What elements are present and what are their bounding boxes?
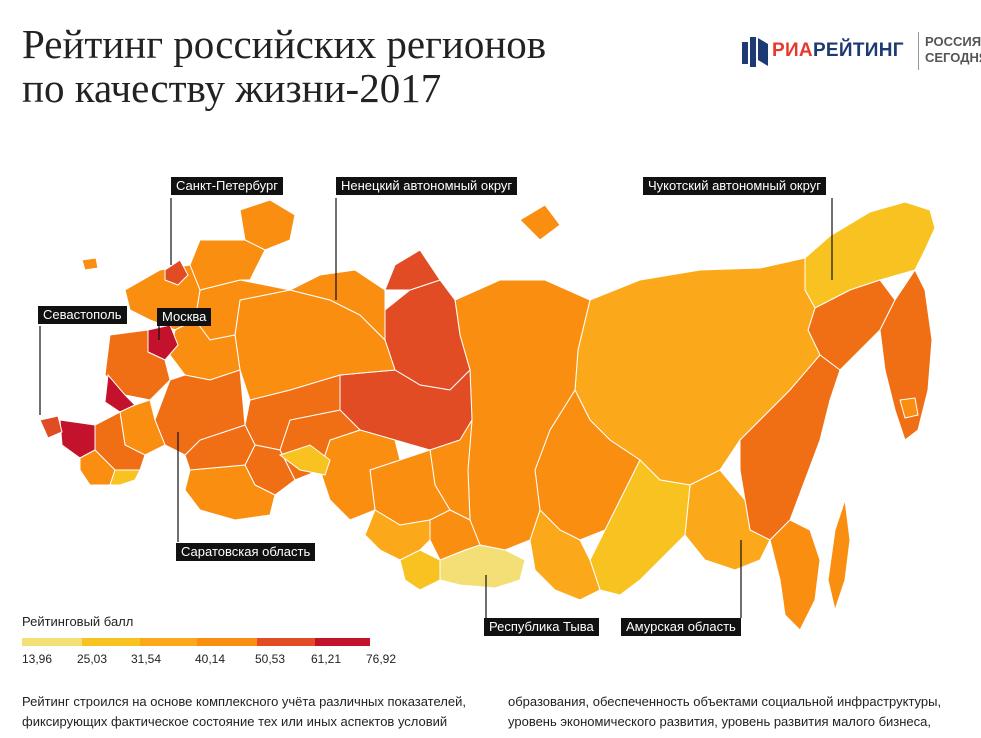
legend-swatch-5 [257, 638, 315, 646]
legend-tick: 25,03 [77, 652, 108, 666]
legend-tick: 13,96 [22, 652, 53, 666]
title-line-2: по качеству жизни-2017 [22, 65, 442, 111]
legend-swatch-2 [82, 638, 140, 646]
callout-sevastopol: Севастополь [38, 306, 127, 324]
region-kaliningrad [81, 257, 99, 271]
logo-russia: РОССИЯ [925, 34, 981, 49]
logo-separator [918, 32, 919, 70]
region-crimea [39, 415, 63, 439]
region-arctic-islands [519, 204, 561, 241]
page-title: Рейтинг российских регионов по качеству … [22, 22, 662, 110]
description-line: образования, обеспеченность объектами со… [508, 694, 942, 709]
region-spb [164, 259, 189, 286]
legend-tick: 50,53 [255, 652, 286, 666]
region-astrakhan-kazakh-border [278, 444, 331, 476]
description-line: уровень экономического развития, уровень… [508, 714, 931, 729]
region-kuril [899, 397, 919, 419]
callout-nenets: Ненецкий автономный округ [336, 177, 518, 195]
ria-logo-mark-icon [742, 37, 768, 67]
legend-swatch-3 [140, 638, 197, 646]
region-novaya-zemlya [384, 249, 441, 291]
description-line: Рейтинг строился на основе комплексного … [22, 694, 466, 709]
region-kalmykia [109, 469, 141, 486]
ria-rating-logo[interactable]: РИАРЕЙТИНГ РОССИЯ СЕГОДНЯ [742, 30, 981, 74]
callout-chukotka: Чукотский автономный округ [643, 177, 826, 195]
region-kamchatka [879, 269, 933, 441]
legend-tick: 31,54 [131, 652, 162, 666]
callout-moscow: Москва [157, 308, 212, 326]
logo-russia-today: РОССИЯ СЕГОДНЯ [925, 34, 981, 66]
legend-swatch-4 [197, 638, 257, 646]
region-primorye [769, 519, 821, 631]
logo-ria: РИА [772, 40, 813, 61]
russia-regions-map [39, 198, 936, 631]
logo-rating: РЕЙТИНГ [812, 40, 904, 61]
legend-swatch-1 [22, 638, 82, 646]
region-altai-krai [364, 509, 431, 561]
rating-legend: Рейтинговый балл 13,96 25,03 31,54 40,14… [22, 614, 402, 674]
region-nenets [288, 269, 386, 342]
description-column-2: образования, обеспеченность объектами со… [508, 692, 941, 732]
title-line-1: Рейтинг российских регионов [22, 21, 547, 67]
legend-swatch-6 [315, 638, 370, 646]
region-orenburg [184, 464, 276, 521]
callout-spb: Санкт-Петербург [171, 177, 283, 195]
description-line: фиксирующих фактическое состояние тех ил… [22, 714, 448, 729]
legend-tick: 76,92 [366, 652, 397, 666]
callout-amur: Амурская область [621, 618, 741, 636]
logo-today: СЕГОДНЯ [925, 50, 981, 65]
region-amur [684, 469, 771, 571]
legend-title: Рейтинговый балл [22, 614, 134, 629]
callout-saratov: Саратовская область [176, 543, 316, 561]
legend-tick: 61,21 [311, 652, 342, 666]
region-buryatia [529, 509, 601, 601]
region-omsk [319, 429, 401, 521]
legend-tick: 40,14 [195, 652, 226, 666]
description-column-1: Рейтинг строился на основе комплексного … [22, 692, 466, 732]
region-sakhalin [827, 499, 851, 612]
callout-tyva: Республика Тыва [484, 618, 599, 636]
logo-wordmark: РИАРЕЙТИНГ [772, 40, 904, 62]
